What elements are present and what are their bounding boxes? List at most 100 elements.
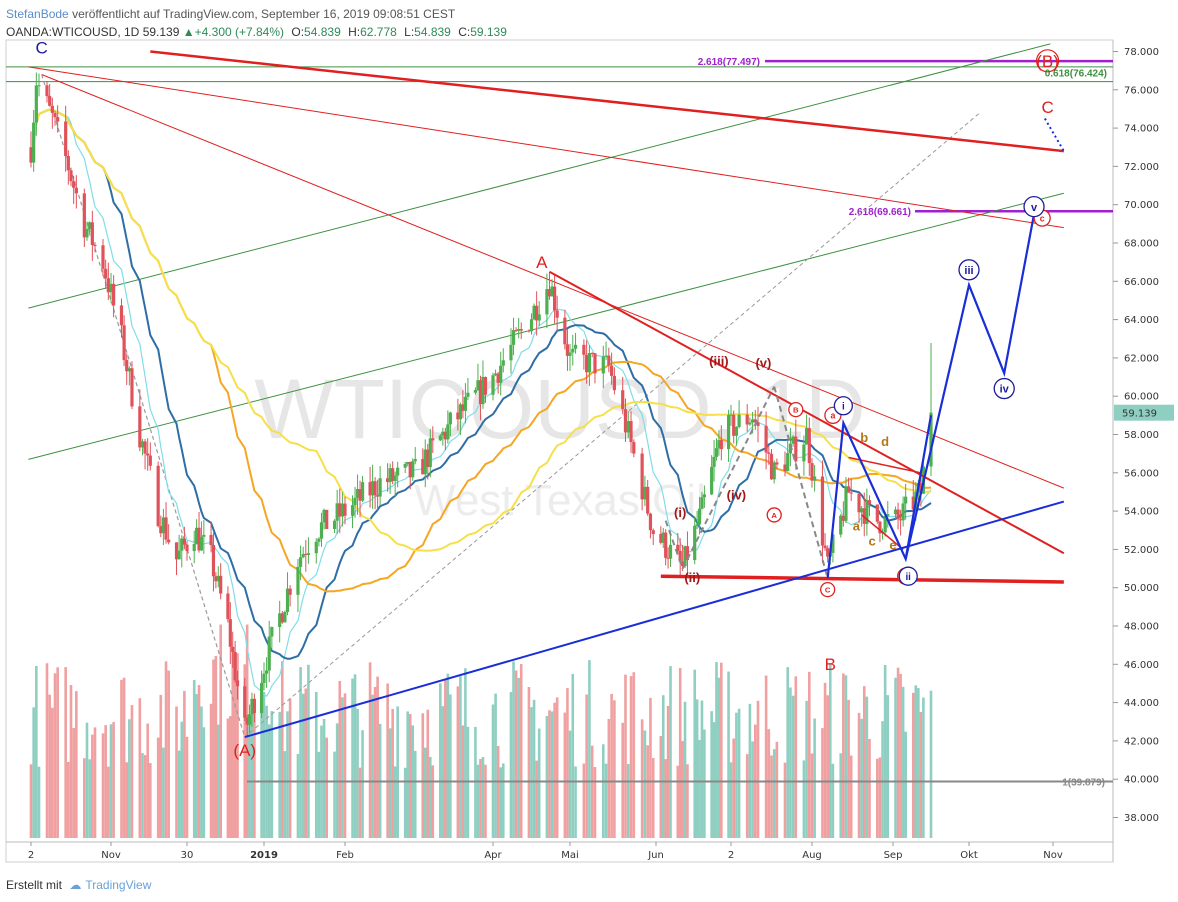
- last-price-tag: [1114, 404, 1174, 421]
- last-price-tag-label: 59.139: [1122, 409, 1157, 420]
- price-axis[interactable]: 38.000 40.000 42.000 44.000 46.000 48.000 50.0…: [1113, 47, 1174, 824]
- volume-bar: [449, 694, 452, 838]
- volume-bar: [695, 699, 699, 838]
- candle-body: [252, 698, 256, 714]
- volume-bar: [849, 755, 853, 838]
- volume-bar: [484, 764, 487, 838]
- volume-bar: [391, 708, 394, 838]
- candle-body: [177, 550, 181, 560]
- volume-bar: [250, 701, 254, 838]
- volume-bar: [649, 697, 652, 838]
- volume-bar: [842, 673, 845, 838]
- volume-bar: [683, 701, 687, 838]
- candle-body: [226, 593, 230, 620]
- volume-bar: [537, 728, 541, 838]
- volume-bar: [901, 686, 905, 838]
- low-label: L:: [404, 25, 415, 39]
- volume-bar: [712, 722, 716, 838]
- tradingview-brand[interactable]: TradingView: [85, 878, 152, 892]
- volume-bar: [894, 677, 897, 838]
- close-value: 59.139: [470, 25, 507, 39]
- candle-body: [714, 448, 719, 457]
- volume-bar: [283, 751, 287, 838]
- author-link[interactable]: StefanBode: [6, 7, 69, 21]
- candle-body: [712, 456, 716, 467]
- candle-body: [355, 489, 360, 498]
- volume-bar: [356, 708, 359, 838]
- volume-bar: [813, 718, 816, 838]
- candle-body: [753, 419, 757, 423]
- volume-bar: [373, 686, 377, 838]
- tradingview-logo-icon[interactable]: ☁: [69, 878, 82, 892]
- volume-bar: [693, 669, 697, 838]
- time-tick-label: Aug: [802, 850, 822, 861]
- time-axis[interactable]: 2 Nov 30 2019 Feb Apr Mai Jun 2 Aug Sep Okt Nov: [28, 842, 1063, 861]
- candle-body: [883, 515, 887, 533]
- time-tick-label: 2019: [250, 850, 278, 861]
- volume-bar: [530, 707, 533, 838]
- volume-bar: [333, 751, 336, 838]
- candle-body: [426, 449, 430, 468]
- volume-bar: [786, 667, 789, 838]
- candle-body: [199, 536, 204, 551]
- volume-bar: [745, 754, 749, 838]
- candle-body: [101, 245, 105, 269]
- volume-bar: [607, 718, 611, 838]
- candle-body: [734, 426, 738, 436]
- time-tick-label: Nov: [101, 850, 121, 861]
- candle-body: [90, 222, 94, 246]
- chart-header-ohlc-line: OANDA:WTICOUSD, 1D 59.139 ▲+4.300 (+7.84…: [6, 25, 507, 39]
- candle-body: [585, 354, 589, 373]
- candle-body: [823, 545, 827, 549]
- volume-bar: [860, 718, 863, 838]
- candle-body: [726, 415, 731, 450]
- candle-body: [29, 147, 33, 163]
- volume-bar: [568, 730, 572, 838]
- red-trendline-wedge-upper: [548, 270, 1065, 555]
- candle-body: [683, 546, 687, 567]
- volume-bar: [789, 687, 792, 838]
- volume-bar: [640, 719, 644, 838]
- plot-area[interactable]: [5, 39, 1114, 863]
- volume-bar: [715, 662, 718, 838]
- volume-bar: [756, 700, 760, 838]
- candle-body: [138, 406, 142, 448]
- candle-body: [148, 455, 152, 466]
- candle-body: [783, 464, 787, 472]
- wave-label-circled-red: c: [1040, 213, 1045, 223]
- wave-label-circled-red: a: [830, 411, 835, 421]
- candle-body: [493, 373, 498, 376]
- candle-body: [370, 481, 375, 496]
- volume-bar: [593, 767, 597, 838]
- candle-body: [408, 461, 412, 478]
- price-tick-label: 50.000: [1124, 583, 1159, 594]
- volume-bar: [426, 709, 430, 838]
- volume-bar: [517, 677, 520, 838]
- candle-body: [664, 532, 668, 558]
- candle-body: [844, 486, 848, 521]
- price-tick-label: 64.000: [1124, 315, 1159, 326]
- candle-body: [681, 561, 685, 567]
- volume-bar: [643, 730, 647, 838]
- volume-bar: [717, 677, 721, 838]
- footer-text: Erstellt mit: [6, 878, 63, 892]
- high-label: H:: [348, 25, 361, 39]
- wave-label-sub: c: [868, 534, 875, 549]
- candle-body: [421, 459, 425, 475]
- candle-body: [553, 286, 557, 311]
- candle-body: [219, 575, 223, 594]
- volume-bar: [202, 727, 206, 838]
- candle-body: [304, 553, 308, 555]
- volume-bar: [772, 749, 776, 838]
- candle-body: [156, 465, 160, 527]
- price-tick-label: 76.000: [1124, 85, 1159, 96]
- volume-bar: [200, 706, 203, 838]
- volume-bar: [146, 723, 149, 838]
- volume-bar: [262, 692, 266, 838]
- candle-body: [159, 526, 163, 534]
- candle-body: [214, 576, 218, 582]
- candle-body: [202, 534, 206, 537]
- candle-body: [317, 538, 321, 542]
- wave-label-major: (B): [1036, 52, 1059, 71]
